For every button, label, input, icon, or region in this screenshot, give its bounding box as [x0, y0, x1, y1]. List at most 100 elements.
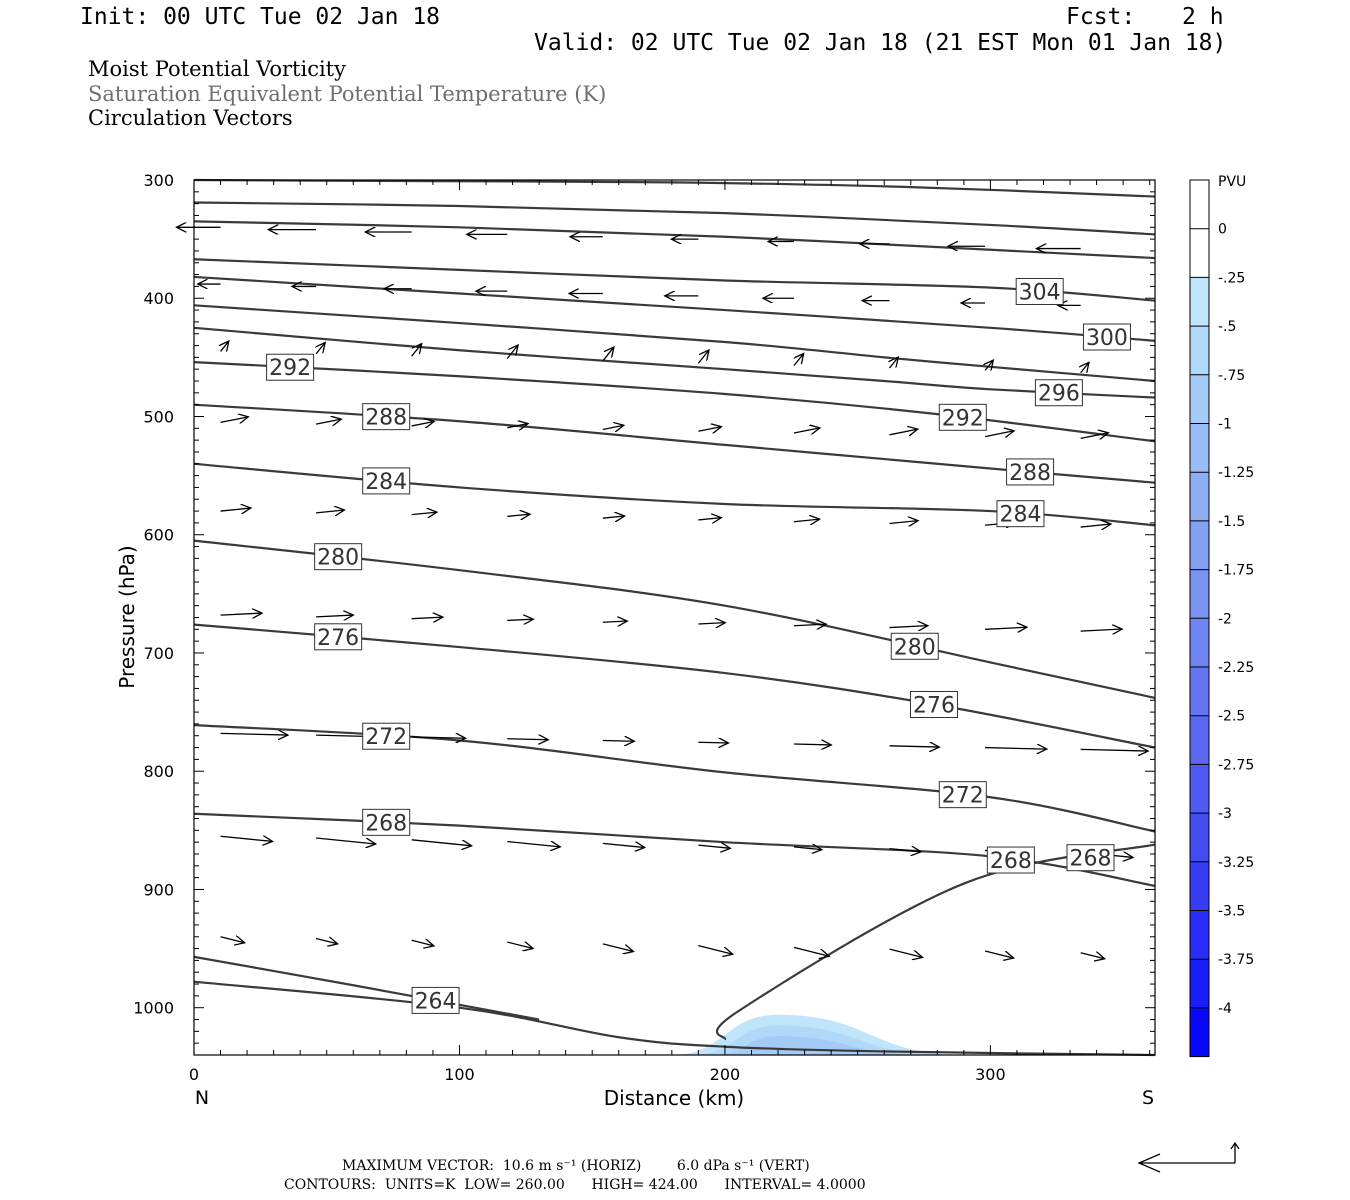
theta-es-contour	[193, 201, 1156, 236]
circulation-vector	[793, 847, 822, 850]
contour-label-box	[362, 403, 411, 431]
mpv-shading	[714, 1036, 922, 1055]
colorbar-label: -2.75	[1218, 757, 1254, 773]
contour-label: 292	[269, 356, 311, 381]
contour-label-box	[1034, 379, 1083, 407]
colorbar-swatch	[1190, 277, 1209, 327]
circulation-vector	[697, 350, 709, 364]
contour-label: 264	[415, 989, 457, 1014]
circulation-vector	[793, 519, 820, 522]
x-tick-label: 300	[975, 1065, 1006, 1084]
circulation-vector	[507, 514, 530, 516]
y-tick-label: 900	[143, 880, 174, 899]
contour-label: 276	[913, 693, 955, 718]
theta-es-contour	[193, 304, 1156, 383]
colorbar-label: -1.25	[1218, 465, 1254, 481]
circulation-vector	[220, 417, 249, 423]
circulation-vector	[220, 836, 273, 841]
circulation-vector	[411, 512, 437, 515]
theta-es-contour	[193, 178, 1156, 198]
forecast-hour-label: Fcst:	[1066, 4, 1136, 30]
circulation-vector	[985, 748, 1047, 750]
colorbar-swatch	[1190, 326, 1209, 375]
contour-label-box	[996, 500, 1045, 528]
y-tick-label: 700	[143, 644, 174, 663]
colorbar-swatch	[1190, 1007, 1209, 1057]
circulation-vector	[985, 627, 1027, 629]
circulation-vector	[985, 360, 993, 370]
contour-label: 272	[942, 784, 984, 809]
circulation-vector	[221, 341, 229, 351]
circulation-vector	[506, 345, 518, 359]
theta-es-contour	[193, 326, 1156, 399]
circulation-vector	[698, 518, 721, 520]
circulation-vector	[889, 849, 921, 852]
valid-time: Valid: 02 UTC Tue 02 Jan 18 (21 EST Mon …	[534, 30, 1227, 56]
colorbar-swatch	[1190, 764, 1209, 814]
colorbar-swatch	[1190, 180, 1209, 229]
theta-es-contour	[193, 275, 1156, 342]
contour-label-box	[411, 986, 460, 1014]
circulation-vector	[890, 357, 899, 369]
y-axis-label: Pressure (hPa)	[115, 545, 139, 688]
colorbar-label: -2	[1218, 611, 1232, 627]
circulation-vector	[698, 427, 721, 432]
circulation-vector	[698, 742, 728, 743]
colorbar-swatch	[1190, 813, 1209, 862]
theta-es-contour	[193, 360, 1156, 443]
contour-label: 280	[894, 635, 936, 660]
max-vector-info: MAXIMUM VECTOR: 10.6 m s⁻¹ (HORIZ) 6.0 d…	[342, 1158, 810, 1174]
colorbar-swatch	[1190, 667, 1209, 716]
circulation-vector	[793, 624, 826, 626]
circulation-vector	[984, 431, 1014, 437]
colorbar-swatch	[1190, 910, 1209, 960]
circulation-vector	[507, 942, 533, 948]
circulation-vector	[1080, 629, 1122, 631]
circulation-vector	[411, 737, 466, 738]
contour-label-box	[1082, 323, 1131, 351]
circulation-vector	[793, 744, 831, 745]
circulation-vector	[602, 516, 625, 518]
contour-label: 280	[317, 546, 359, 571]
theta-es-contour	[193, 724, 1156, 833]
colorbar-label: -3	[1218, 806, 1232, 822]
circulation-vector	[1080, 749, 1148, 751]
contour-info: CONTOURS: UNITS=K LOW= 260.00 HIGH= 424.…	[284, 1177, 866, 1193]
colorbar-label: -1	[1218, 417, 1232, 433]
contour-label-box	[938, 403, 987, 431]
contour-label-box	[986, 846, 1035, 874]
contour-label: 284	[365, 470, 407, 495]
circulation-vector	[411, 421, 434, 425]
y-tick-label: 1000	[133, 999, 174, 1018]
x-axis-label: Distance (km)	[604, 1086, 744, 1110]
circulation-vector	[889, 746, 940, 747]
colorbar-swatch	[1190, 423, 1209, 473]
theta-es-contour	[193, 980, 1156, 1057]
circulation-vector	[889, 521, 919, 524]
circulation-vector	[220, 613, 262, 615]
theta-es-contour	[193, 258, 1156, 302]
colorbar-label: -.75	[1218, 368, 1245, 384]
contour-label-box	[890, 632, 939, 660]
colorbar-swatch	[1190, 618, 1209, 667]
colorbar-label: -2.5	[1218, 709, 1245, 725]
contour-label: 292	[942, 406, 984, 431]
contour-label-box	[362, 467, 411, 495]
y-tick-label: 300	[143, 171, 174, 190]
contour-label: 284	[999, 503, 1041, 528]
circulation-vector	[316, 615, 353, 617]
x-tick-label: 100	[444, 1065, 475, 1084]
x-tick-label: 200	[710, 1065, 741, 1084]
colorbar-swatch	[1190, 374, 1209, 424]
circulation-vector	[507, 619, 533, 620]
circulation-vector	[220, 937, 245, 943]
contour-label-box	[1066, 844, 1115, 872]
circulation-vector	[698, 944, 732, 955]
legend-theta-es: Saturation Equivalent Potential Temperat…	[88, 82, 607, 106]
colorbar-label: -3.25	[1218, 855, 1254, 871]
circulation-vector	[411, 940, 434, 946]
contour-label-box	[362, 808, 411, 836]
colorbar-label: -.25	[1218, 270, 1245, 286]
legend-mpv: Moist Potential Vorticity	[88, 57, 346, 81]
